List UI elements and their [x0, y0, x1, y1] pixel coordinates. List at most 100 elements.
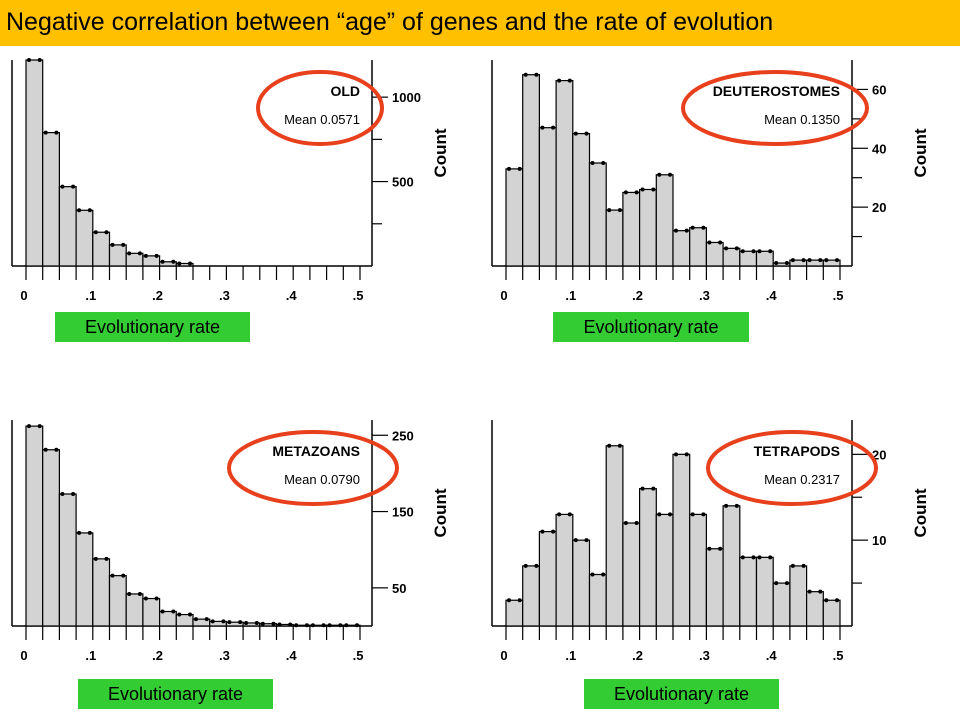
- bar-marker: [27, 424, 31, 429]
- bar-marker: [623, 190, 628, 195]
- bar-marker: [244, 620, 249, 625]
- y-tick-label: 20: [872, 200, 886, 215]
- bar-marker: [601, 572, 606, 577]
- x-tick-label: .5: [833, 648, 844, 663]
- bar-marker: [718, 240, 723, 245]
- histogram-bar: [672, 453, 691, 627]
- x-tick-label: .2: [152, 288, 163, 303]
- bar-marker: [774, 581, 779, 586]
- histogram-bar: [822, 259, 841, 267]
- histogram-bar: [572, 132, 591, 267]
- bar-marker: [171, 609, 176, 614]
- bar-marker: [310, 623, 315, 628]
- bar-marker: [567, 512, 572, 517]
- bar-marker: [807, 258, 812, 263]
- histogram-bar: [58, 493, 77, 627]
- bar-marker: [651, 187, 656, 192]
- bar-marker: [701, 225, 706, 230]
- bar-marker: [573, 538, 578, 543]
- bar-marker: [60, 184, 65, 189]
- bar-marker: [824, 258, 829, 263]
- bar-marker: [824, 598, 829, 603]
- histogram-bar: [655, 513, 674, 627]
- bar-marker: [143, 596, 148, 601]
- bar-marker: [71, 492, 76, 497]
- bar-marker: [818, 589, 823, 594]
- bar-marker: [277, 622, 282, 627]
- bar-marker: [54, 130, 59, 135]
- y-tick-label: 20: [872, 447, 886, 462]
- bar-marker: [221, 619, 226, 624]
- legend-group-name: METAZOANS: [272, 443, 360, 459]
- histogram-bar: [42, 449, 61, 627]
- highlight-circle: [256, 70, 384, 146]
- bar-marker: [768, 555, 773, 560]
- y-axis-label: Count: [431, 128, 450, 177]
- bar-marker: [784, 581, 789, 586]
- bar-marker: [651, 486, 656, 491]
- bar-marker: [740, 555, 745, 560]
- bar-marker: [327, 623, 332, 628]
- bar-marker: [724, 246, 729, 251]
- bar-marker: [344, 623, 349, 628]
- bar-marker: [551, 125, 556, 130]
- histogram-bar: [789, 565, 808, 627]
- bar-marker: [690, 512, 695, 517]
- bar-marker: [27, 58, 31, 62]
- bar-marker: [171, 259, 176, 264]
- bar-marker: [757, 555, 762, 560]
- bar-marker: [540, 125, 545, 130]
- bar-marker: [751, 555, 756, 560]
- x-tick-label: .5: [353, 648, 364, 663]
- histogram-bar: [605, 445, 624, 627]
- histogram-bar: [342, 624, 361, 627]
- histogram-bar: [555, 80, 574, 267]
- bar-marker: [260, 621, 265, 626]
- x-tick-label: .4: [286, 288, 298, 303]
- legend-group-name: DEUTEROSTOMES: [713, 83, 840, 99]
- x-tick-label: .4: [766, 648, 778, 663]
- histogram-old: 0 .1 .2 .3 .4 .5 1000 500 Count OLD Mean 0.0571: [11, 58, 450, 303]
- x-tick-label: .1: [85, 648, 96, 663]
- bar-marker: [87, 530, 92, 535]
- bar-marker: [684, 228, 689, 233]
- histogram-bar: [722, 247, 741, 267]
- bar-marker: [674, 452, 678, 457]
- bar-marker: [718, 546, 723, 551]
- bar-marker: [143, 253, 148, 258]
- x-tick-label: 0: [500, 648, 507, 663]
- histogram-bar: [175, 262, 194, 267]
- histogram-bar: [572, 539, 591, 627]
- x-tick-label: .3: [699, 288, 710, 303]
- bar-marker: [584, 131, 589, 136]
- bar-marker: [590, 572, 595, 577]
- bar-marker: [523, 72, 528, 77]
- histogram-bar: [639, 188, 657, 267]
- histogram-bar: [522, 565, 541, 627]
- histogram-bar: [739, 250, 758, 267]
- bar-marker: [601, 161, 606, 165]
- x-tick-label: 0: [20, 648, 27, 663]
- histogram-bar: [522, 74, 541, 267]
- x-tick-label: .3: [699, 648, 710, 663]
- y-tick-label: 60: [872, 82, 886, 97]
- bar-marker: [835, 598, 839, 603]
- bar-marker: [657, 512, 662, 517]
- bar-marker: [734, 503, 739, 508]
- histogram-bar: [142, 255, 161, 267]
- histogram-deuterostomes: 0 .1 .2 .3 .4 .5 60 40 20 Count DEUTEROSTOMES Mean …: [491, 60, 930, 303]
- bar-marker: [321, 623, 326, 628]
- bar-marker: [640, 486, 645, 491]
- bar-marker: [801, 563, 806, 568]
- x-axis-label-metazoans: Evolutionary rate: [78, 679, 273, 709]
- bar-marker: [607, 208, 612, 213]
- bar-marker: [37, 58, 42, 62]
- histogram-bar: [622, 522, 641, 627]
- bar-marker: [93, 556, 98, 561]
- bar-marker: [355, 623, 359, 628]
- x-tick-label: .1: [565, 648, 576, 663]
- bar-marker: [690, 225, 695, 230]
- bar-marker: [338, 623, 343, 628]
- histogram-bar: [538, 127, 557, 267]
- bar-marker: [751, 249, 756, 254]
